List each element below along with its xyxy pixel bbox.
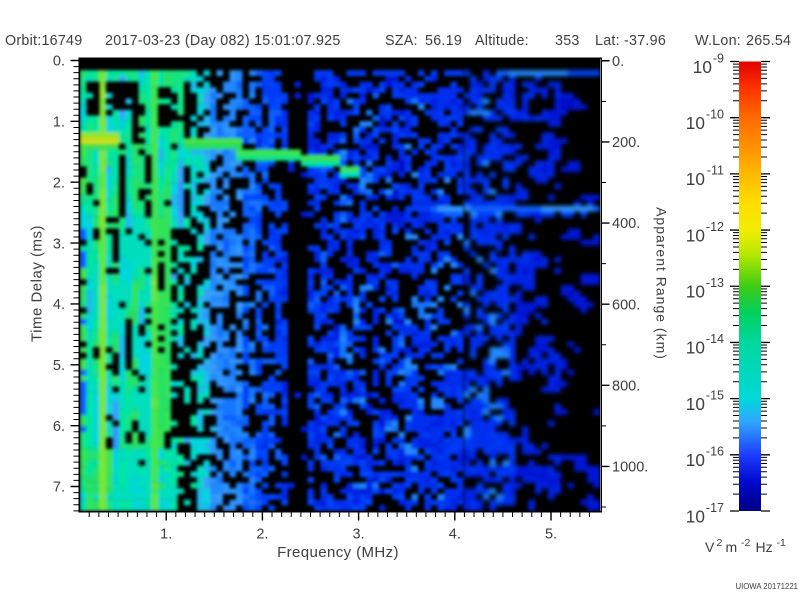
svg-text:353: 353 [555,33,580,49]
svg-text:6.: 6. [53,419,65,435]
svg-text:-12: -12 [706,220,724,234]
svg-text:5.: 5. [53,358,65,374]
svg-text:10: 10 [686,169,705,189]
svg-text:1.: 1. [160,527,172,543]
svg-text:10: 10 [686,506,705,526]
svg-text:10: 10 [686,450,705,470]
svg-text:0.: 0. [53,54,65,70]
svg-text:10: 10 [686,113,705,133]
svg-text:UIOWA 20171221: UIOWA 20171221 [735,582,798,591]
svg-text:2.: 2. [256,527,268,543]
svg-text:1.: 1. [53,115,65,131]
svg-text:4.: 4. [449,527,461,543]
svg-text:Time Delay (ms): Time Delay (ms) [29,225,46,342]
svg-text:Hz: Hz [756,539,773,555]
svg-text:-14: -14 [706,332,724,346]
svg-text:200.: 200. [612,135,640,151]
svg-text:7.: 7. [53,480,65,496]
svg-text:400.: 400. [612,216,640,232]
svg-text:-15: -15 [706,388,724,402]
svg-text:-11: -11 [707,164,724,178]
svg-text:2.: 2. [53,175,65,191]
svg-text:3.: 3. [53,236,65,252]
svg-text:10: 10 [686,338,705,358]
svg-text:-2: -2 [741,537,750,549]
svg-text:0.: 0. [612,54,624,70]
svg-text:SZA:: SZA: [385,33,418,49]
svg-text:Altitude:: Altitude: [475,33,529,49]
svg-text:10: 10 [686,282,705,302]
svg-text:2017-03-23 (Day 082) 15:01:07.: 2017-03-23 (Day 082) 15:01:07.925 [105,33,341,49]
svg-text:5.: 5. [545,527,557,543]
svg-text:1000.: 1000. [612,460,648,476]
svg-text:10: 10 [686,225,705,245]
svg-text:Frequency (MHz): Frequency (MHz) [277,544,399,561]
svg-text:2: 2 [717,537,723,549]
svg-text:10: 10 [686,394,705,414]
svg-text:3.: 3. [353,527,365,543]
svg-text:-13: -13 [706,276,724,290]
svg-text:-10: -10 [706,108,724,122]
svg-text:600.: 600. [612,297,640,313]
svg-text:56.19: 56.19 [425,33,462,49]
svg-text:V: V [705,539,715,555]
svg-text:-1: -1 [777,537,786,549]
svg-text:Orbit:16749: Orbit:16749 [5,33,82,49]
svg-text:-16: -16 [706,445,724,459]
svg-text:Lat:: Lat: [595,33,620,49]
svg-text:m: m [726,539,738,555]
svg-text:265.54: 265.54 [746,33,791,49]
svg-text:-37.96: -37.96 [624,33,666,49]
svg-text:4.: 4. [53,297,65,313]
svg-text:-9: -9 [713,51,724,65]
svg-text:800.: 800. [612,379,640,395]
svg-text:-17: -17 [706,501,724,515]
svg-text:W.Lon:: W.Lon: [695,33,741,49]
svg-text:Apparent Range (km): Apparent Range (km) [654,207,670,360]
svg-text:10: 10 [693,57,712,77]
